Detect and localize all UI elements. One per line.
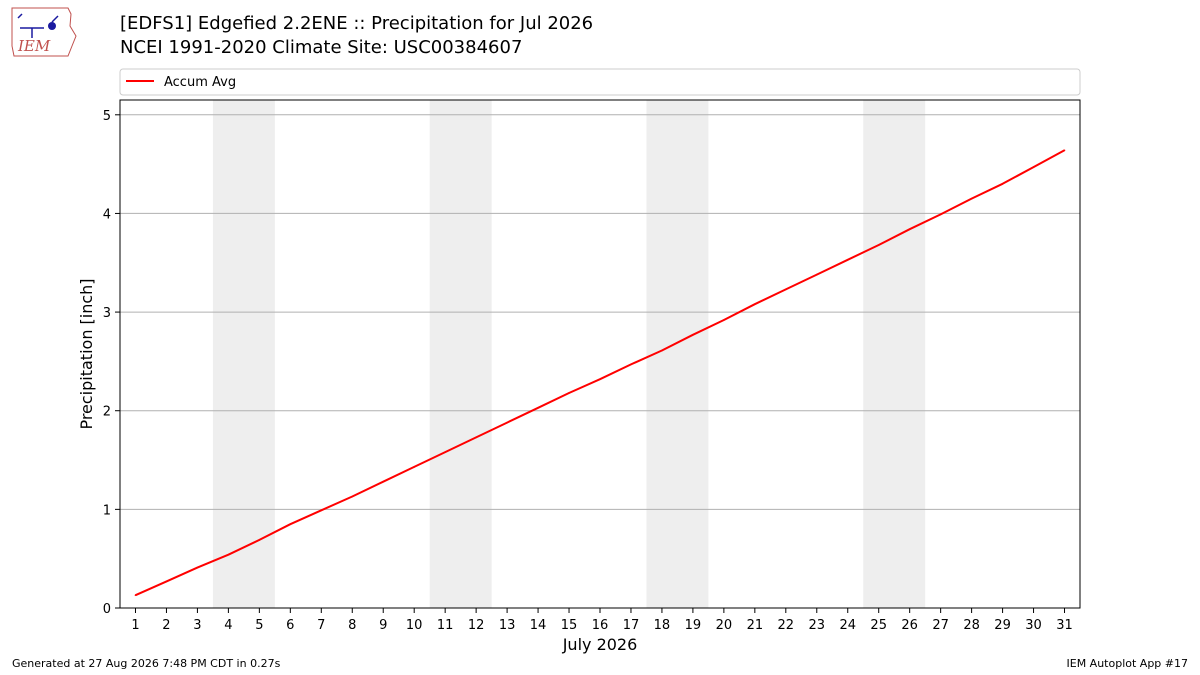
y-tick-label-4: 4 — [103, 207, 111, 222]
x-tick-label-11: 11 — [437, 618, 454, 633]
data-point-day-27 — [939, 213, 942, 216]
data-point-day-26 — [908, 228, 911, 231]
data-point-day-14 — [537, 406, 539, 409]
y-gridlines — [120, 114, 1080, 510]
data-point-day-9 — [382, 480, 385, 483]
x-tick-label-13: 13 — [499, 618, 516, 633]
y-tick-label-0: 0 — [103, 602, 111, 617]
data-point-day-11 — [444, 451, 446, 453]
x-tick-label-10: 10 — [406, 618, 423, 633]
legend-box — [119, 68, 1081, 96]
x-tick-label-20: 20 — [716, 618, 733, 633]
weekend-band-1 — [212, 100, 275, 608]
x-tick-label-8: 8 — [348, 618, 356, 633]
data-point-day-8 — [351, 495, 354, 498]
data-point-day-19 — [692, 333, 694, 336]
weekend-band-2 — [429, 100, 492, 608]
y-tick-label-3: 3 — [103, 306, 111, 321]
legend-label-accum-avg: Accum Avg — [164, 75, 236, 90]
data-point-day-20 — [723, 319, 725, 321]
x-tick-label-1: 1 — [131, 618, 139, 633]
data-point-day-6 — [289, 523, 292, 525]
data-point-day-25 — [877, 244, 880, 246]
x-tick-label-28: 28 — [963, 618, 980, 633]
y-tick-label-5: 5 — [103, 109, 111, 124]
y-axis-label: Precipitation [inch] — [77, 278, 96, 429]
data-point-day-3 — [196, 566, 199, 569]
data-point-day-29 — [1001, 183, 1004, 185]
x-tick-label-27: 27 — [932, 618, 949, 633]
generated-timestamp: Generated at 27 Aug 2026 7:48 PM CDT in … — [12, 657, 281, 670]
x-tick-label-29: 29 — [994, 618, 1011, 633]
data-point-day-22 — [785, 288, 787, 291]
weekend-band-3 — [646, 100, 709, 608]
data-point-day-4 — [227, 553, 230, 556]
x-tick-label-14: 14 — [530, 618, 547, 633]
iem-logo-icon: IEM — [11, 7, 77, 57]
data-point-day-21 — [754, 303, 756, 305]
data-point-day-28 — [970, 197, 973, 200]
x-tick-label-23: 23 — [809, 618, 826, 633]
y-axis: 0 1 2 3 4 5 — [103, 109, 120, 617]
x-tick-label-16: 16 — [592, 618, 609, 633]
data-point-day-5 — [258, 539, 261, 541]
x-tick-label-6: 6 — [286, 618, 294, 633]
data-point-day-10 — [413, 466, 415, 468]
weekend-shading — [212, 100, 926, 608]
data-point-day-13 — [506, 421, 508, 424]
x-tick-label-22: 22 — [778, 618, 795, 633]
x-tick-label-3: 3 — [193, 618, 201, 633]
y-tick-label-2: 2 — [103, 405, 111, 420]
data-point-day-15 — [568, 392, 570, 394]
data-point-day-18 — [661, 349, 663, 352]
logo-text: IEM — [17, 37, 51, 55]
data-point-day-31 — [1063, 149, 1066, 152]
chart-title: [EDFS1] Edgefied 2.2ENE :: Precipitation… — [120, 13, 594, 34]
weekend-band-4 — [863, 100, 926, 608]
x-tick-label-31: 31 — [1056, 618, 1073, 633]
x-tick-label-17: 17 — [623, 618, 640, 633]
x-tick-label-2: 2 — [162, 618, 170, 633]
x-tick-label-9: 9 — [379, 618, 387, 633]
x-axis: 1 2 3 4 5 6 7 8 9 10 11 12 13 14 15 16 17 18 19 20 21 22 23 24 2… — [131, 608, 1073, 633]
x-tick-label-18: 18 — [654, 618, 671, 633]
data-point-day-30 — [1032, 166, 1035, 168]
x-tick-label-12: 12 — [468, 618, 485, 633]
app-label: IEM Autoplot App #17 — [1066, 657, 1189, 670]
x-axis-label: July 2026 — [562, 635, 638, 654]
y-tick-label-1: 1 — [103, 503, 111, 518]
x-tick-label-5: 5 — [255, 618, 263, 633]
data-point-day-17 — [630, 363, 632, 366]
x-tick-label-7: 7 — [317, 618, 325, 633]
x-tick-label-15: 15 — [561, 618, 578, 633]
x-tick-label-4: 4 — [224, 618, 232, 633]
series-layer — [134, 149, 1066, 597]
data-point-day-2 — [165, 580, 168, 583]
x-tick-label-26: 26 — [901, 618, 918, 633]
data-point-day-24 — [846, 258, 849, 261]
x-tick-label-24: 24 — [839, 618, 856, 633]
data-point-day-12 — [475, 436, 477, 439]
x-tick-label-21: 21 — [747, 618, 764, 633]
chart-subtitle: NCEI 1991-2020 Climate Site: USC00384607 — [120, 37, 523, 58]
data-point-day-7 — [320, 509, 323, 512]
data-point-day-23 — [815, 273, 818, 276]
data-point-day-16 — [599, 378, 601, 380]
x-tick-label-30: 30 — [1025, 618, 1042, 633]
data-point-day-1 — [134, 594, 137, 596]
legend: Accum Avg — [119, 68, 1081, 96]
x-tick-label-19: 19 — [685, 618, 702, 633]
x-tick-label-25: 25 — [870, 618, 887, 633]
